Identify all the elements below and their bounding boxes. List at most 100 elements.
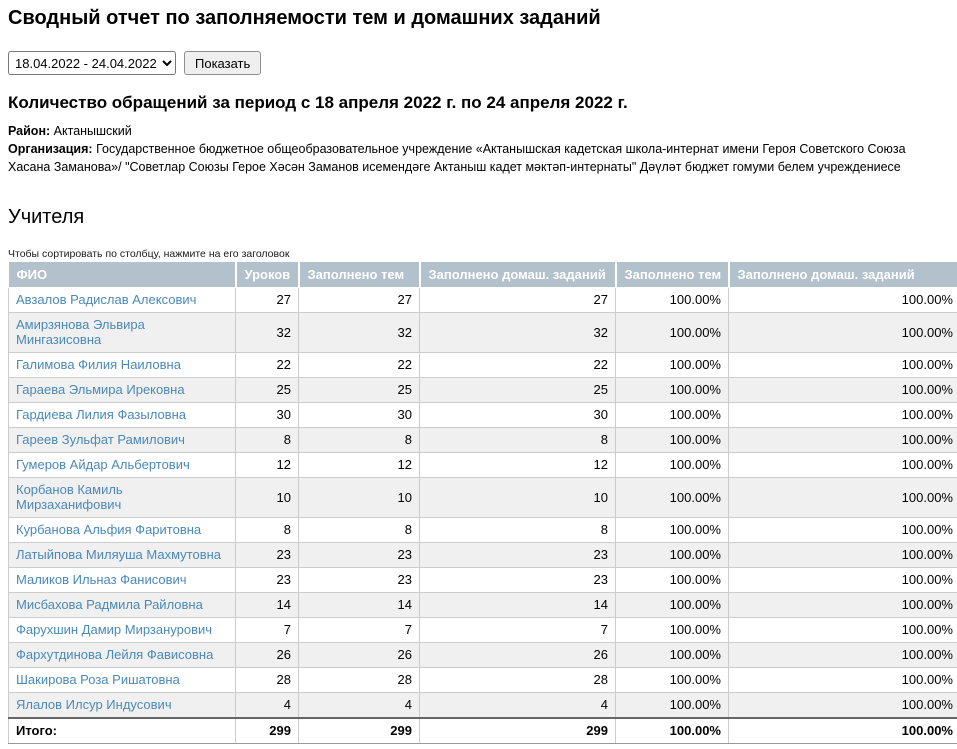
teacher-link[interactable]: Гараева Эльмира Ирековна (16, 382, 185, 397)
cell-topics-pct: 100.00% (616, 478, 729, 518)
cell-topics: 26 (299, 643, 420, 668)
cell-lessons: 4 (236, 693, 299, 719)
cell-homework: 12 (420, 453, 616, 478)
cell-topics: 28 (299, 668, 420, 693)
teacher-link[interactable]: Латыйпова Миляуша Махмутовна (16, 547, 221, 562)
cell-topics-pct: 100.00% (616, 543, 729, 568)
totals-label: Итого: (9, 718, 236, 744)
teacher-name-cell: Амирзянова Эльвира Мингазисовна (9, 313, 236, 353)
cell-homework-pct: 100.00% (729, 353, 957, 378)
teacher-link[interactable]: Гардиева Лилия Фазыловна (16, 407, 186, 422)
teacher-link[interactable]: Мисбахова Радмила Райловна (16, 597, 203, 612)
teacher-name-cell: Латыйпова Миляуша Махмутовна (9, 543, 236, 568)
cell-topics: 23 (299, 568, 420, 593)
cell-topics: 10 (299, 478, 420, 518)
cell-homework: 27 (420, 288, 616, 313)
totals-homework: 299 (420, 718, 616, 744)
teacher-name-cell: Ялалов Илсур Индусович (9, 693, 236, 719)
cell-homework-pct: 100.00% (729, 428, 957, 453)
column-header-homework-pct[interactable]: Заполнено домаш. заданий (729, 262, 957, 288)
teacher-link[interactable]: Маликов Ильназ Фанисович (16, 572, 187, 587)
cell-topics: 30 (299, 403, 420, 428)
totals-lessons: 299 (236, 718, 299, 744)
cell-lessons: 10 (236, 478, 299, 518)
cell-topics-pct: 100.00% (616, 378, 729, 403)
cell-homework: 10 (420, 478, 616, 518)
period-heading: Количество обращений за период с 18 апре… (8, 93, 949, 113)
teacher-name-cell: Маликов Ильназ Фанисович (9, 568, 236, 593)
organization-line: Организация: Государственное бюджетное о… (8, 141, 949, 177)
organization-value: Государственное бюджетное общеобразовате… (8, 142, 906, 174)
district-value: Актанышский (54, 124, 132, 138)
teacher-link[interactable]: Гареев Зульфат Рамилович (16, 432, 185, 447)
teacher-link[interactable]: Шакирова Роза Ришатовна (16, 672, 180, 687)
cell-topics-pct: 100.00% (616, 353, 729, 378)
cell-homework-pct: 100.00% (729, 518, 957, 543)
cell-lessons: 12 (236, 453, 299, 478)
teacher-link[interactable]: Курбанова Альфия Фаритовна (16, 522, 201, 537)
teacher-link[interactable]: Амирзянова Эльвира Мингазисовна (16, 317, 145, 347)
district-line: Район: Актанышский (8, 123, 949, 141)
sort-hint: Чтобы сортировать по столбцу, нажмите на… (8, 248, 949, 260)
column-header-lessons[interactable]: Уроков (236, 262, 299, 288)
cell-homework: 26 (420, 643, 616, 668)
cell-topics: 8 (299, 518, 420, 543)
column-header-homework[interactable]: Заполнено домаш. заданий (420, 262, 616, 288)
cell-homework: 32 (420, 313, 616, 353)
teacher-name-cell: Мисбахова Радмила Райловна (9, 593, 236, 618)
teacher-name-cell: Гардиева Лилия Фазыловна (9, 403, 236, 428)
cell-homework-pct: 100.00% (729, 313, 957, 353)
teacher-name-cell: Галимова Филия Наиловна (9, 353, 236, 378)
cell-topics-pct: 100.00% (616, 693, 729, 719)
show-button[interactable]: Показать (184, 51, 261, 75)
cell-topics: 14 (299, 593, 420, 618)
teacher-name-cell: Корбанов Камиль Мирзаханифович (9, 478, 236, 518)
teacher-name-cell: Фархутдинова Лейля Фависовна (9, 643, 236, 668)
cell-topics: 23 (299, 543, 420, 568)
cell-lessons: 8 (236, 428, 299, 453)
cell-homework-pct: 100.00% (729, 668, 957, 693)
totals-topics: 299 (299, 718, 420, 744)
cell-homework: 23 (420, 543, 616, 568)
teacher-link[interactable]: Фархутдинова Лейля Фависовна (16, 647, 213, 662)
cell-topics-pct: 100.00% (616, 453, 729, 478)
cell-topics: 22 (299, 353, 420, 378)
teacher-link[interactable]: Ялалов Илсур Индусович (16, 697, 172, 712)
cell-homework-pct: 100.00% (729, 478, 957, 518)
cell-lessons: 23 (236, 568, 299, 593)
cell-topics-pct: 100.00% (616, 668, 729, 693)
teacher-name-cell: Авзалов Радислав Алексович (9, 288, 236, 313)
teacher-link[interactable]: Корбанов Камиль Мирзаханифович (16, 482, 123, 512)
teacher-link[interactable]: Фарухшин Дамир Мирзанурович (16, 622, 212, 637)
teacher-link[interactable]: Авзалов Радислав Алексович (16, 292, 196, 307)
cell-homework-pct: 100.00% (729, 593, 957, 618)
teachers-table: ФИО Уроков Заполнено тем Заполнено домаш… (8, 262, 957, 744)
cell-homework: 7 (420, 618, 616, 643)
cell-homework-pct: 100.00% (729, 693, 957, 719)
teacher-link[interactable]: Галимова Филия Наиловна (16, 357, 181, 372)
column-header-topics[interactable]: Заполнено тем (299, 262, 420, 288)
cell-topics: 7 (299, 618, 420, 643)
cell-homework-pct: 100.00% (729, 618, 957, 643)
teacher-link[interactable]: Гумеров Айдар Альбертович (16, 457, 190, 472)
cell-homework-pct: 100.00% (729, 403, 957, 428)
cell-topics-pct: 100.00% (616, 313, 729, 353)
table-header-row: ФИО Уроков Заполнено тем Заполнено домаш… (9, 262, 957, 288)
cell-topics-pct: 100.00% (616, 403, 729, 428)
column-header-fio[interactable]: ФИО (9, 262, 236, 288)
teacher-name-cell: Гараева Эльмира Ирековна (9, 378, 236, 403)
column-header-topics-pct[interactable]: Заполнено тем (616, 262, 729, 288)
period-select[interactable]: 18.04.2022 - 24.04.2022 (8, 51, 176, 75)
